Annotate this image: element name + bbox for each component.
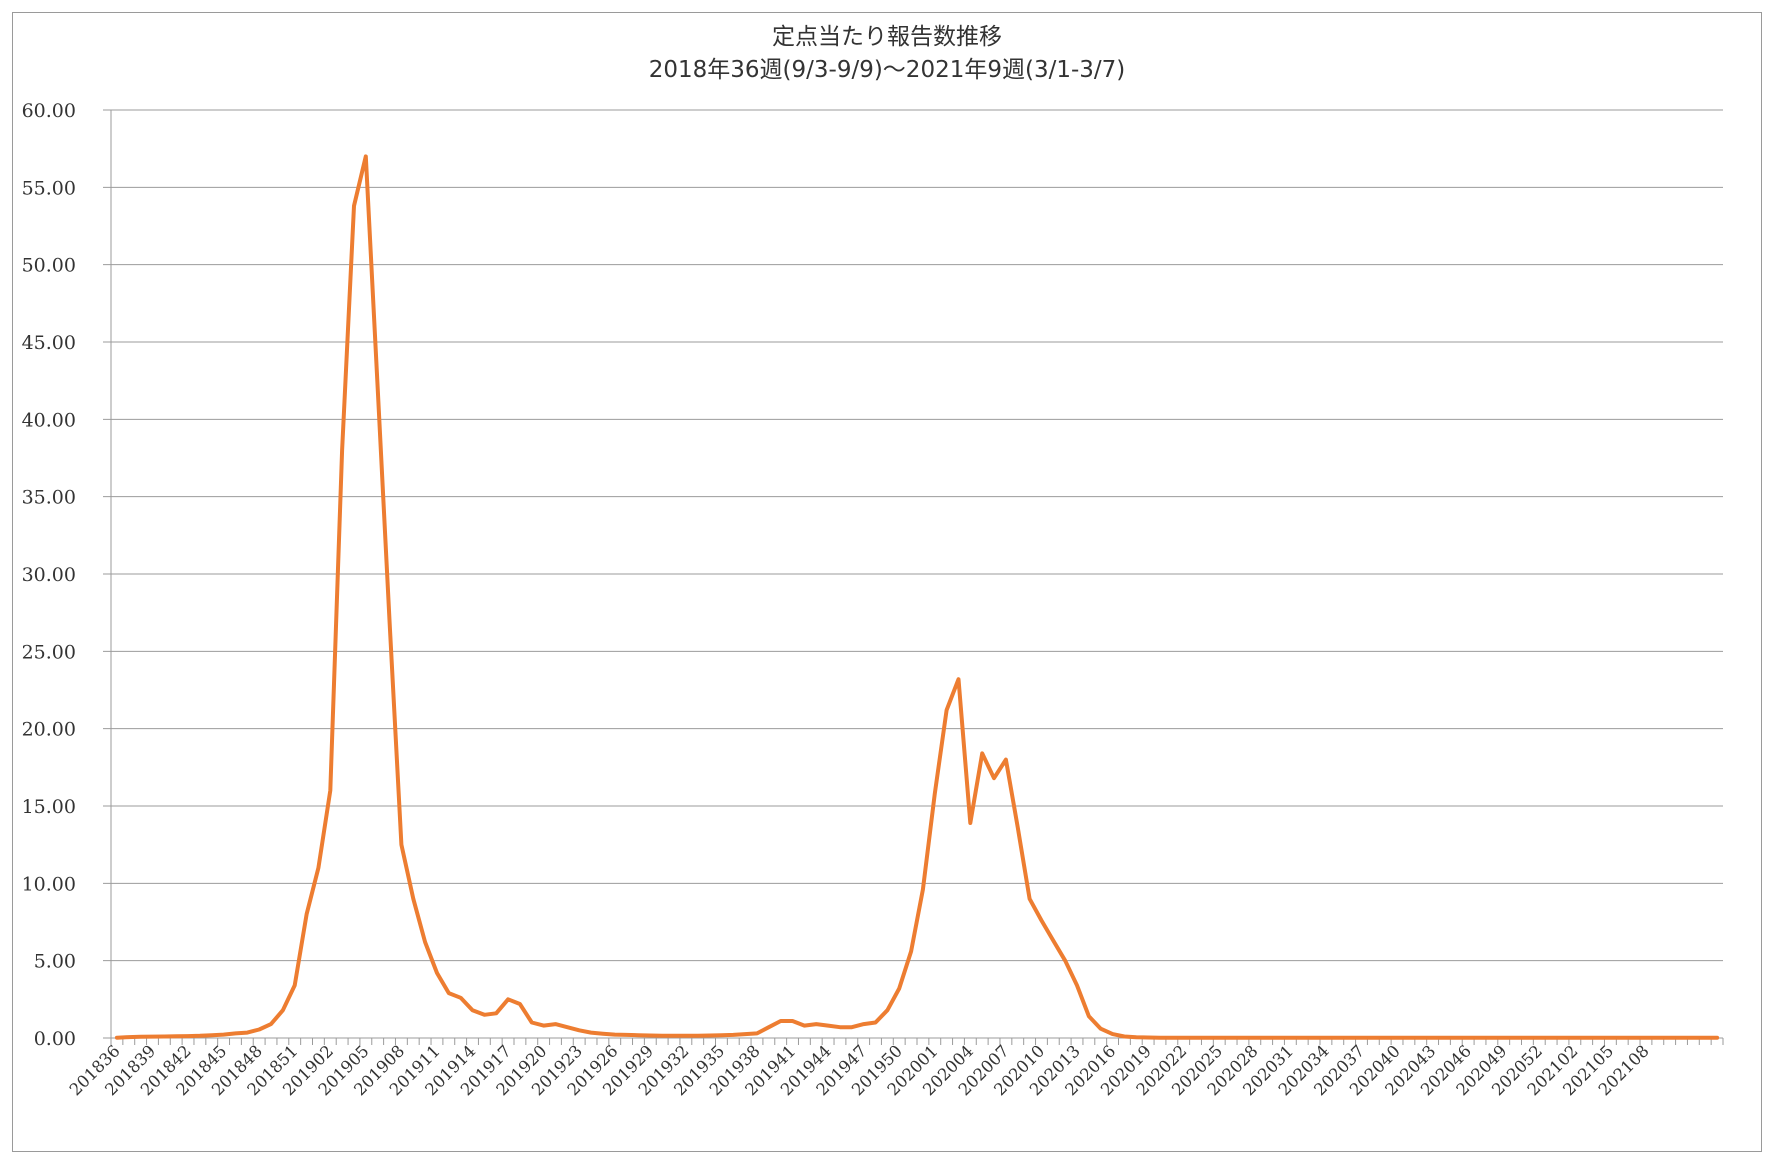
y-tick-label: 25.00: [22, 641, 76, 663]
y-tick-label: 10.00: [22, 873, 76, 895]
y-tick-label: 60.00: [22, 100, 76, 122]
y-tick-label: 0.00: [34, 1028, 76, 1050]
y-tick-label: 30.00: [22, 564, 76, 586]
chart-subtitle: 2018年36週(9/3-9/9)〜2021年9週(3/1-3/7): [648, 57, 1126, 83]
y-tick-label: 20.00: [22, 719, 76, 741]
chart-frame: [12, 12, 1762, 1152]
y-tick-label: 5.00: [34, 951, 76, 973]
series-line: [114, 154, 1720, 1040]
y-tick-label: 15.00: [22, 796, 76, 818]
y-tick-label: 55.00: [22, 177, 76, 199]
y-tick-label: 45.00: [22, 332, 76, 354]
y-tick-label: 35.00: [22, 487, 76, 509]
chart-title: 定点当たり報告数推移: [772, 24, 1002, 50]
plot-area: [114, 154, 1720, 1040]
y-tick-label: 50.00: [22, 255, 76, 277]
y-tick-label: 40.00: [22, 409, 76, 431]
y-axis: 0.00 5.00 10.00 15.00 20.00 25.00 30.00 35.00 40…: [22, 100, 112, 1050]
x-axis: 2018362018392018422018452018482018512019…: [66, 1037, 1724, 1099]
gridlines: [103, 109, 1723, 1039]
